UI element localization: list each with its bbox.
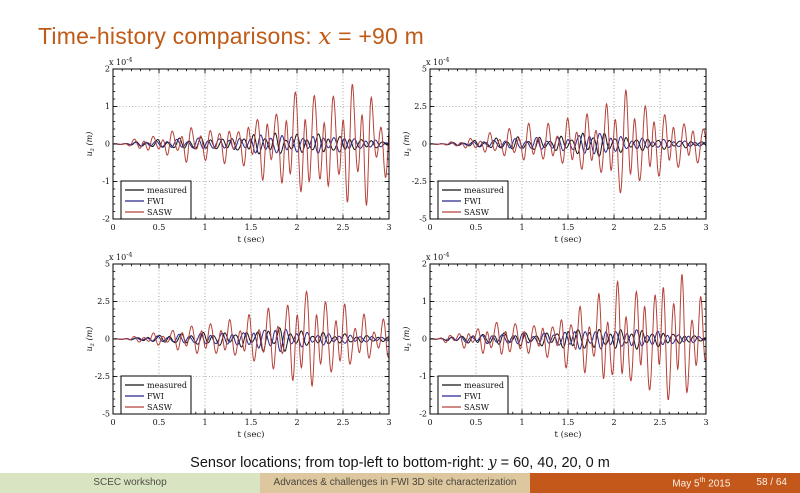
svg-text:3: 3: [386, 418, 391, 427]
plots-grid: 0 0.5 1 1.5 2 2.5 3 2 1 0 -1 -2 t (sec) uz (m) x 10-4 m…: [83, 57, 712, 443]
footer-page-number: 58 / 64: [756, 477, 787, 488]
footer-bar: SCEC workshop Advances & challenges in F…: [0, 473, 800, 493]
svg-text:1: 1: [202, 418, 207, 427]
sensor-locations-caption: Sensor locations; from top-left to botto…: [0, 455, 800, 471]
svg-text:FWI: FWI: [147, 392, 164, 401]
svg-text:0.5: 0.5: [470, 223, 483, 232]
svg-text:2.5: 2.5: [654, 418, 667, 427]
caption-text: Sensor locations; from top-left to botto…: [190, 454, 489, 471]
svg-text:2.5: 2.5: [337, 418, 350, 427]
svg-text:SASW: SASW: [464, 403, 490, 412]
plot-canvas-bottom-right: 0 0.5 1 1.5 2 2.5 3 2 1 0 -1 -2 t (sec) uz (m) x 10-4 m…: [402, 252, 709, 440]
svg-text:measured: measured: [464, 381, 504, 390]
footer-workshop-label: SCEC workshop: [93, 477, 167, 488]
svg-text:3: 3: [703, 223, 708, 232]
svg-text:0: 0: [422, 335, 427, 344]
svg-text:FWI: FWI: [464, 197, 481, 206]
footer-date-ordinal: th: [699, 477, 706, 485]
svg-text:0: 0: [105, 335, 110, 344]
svg-text:uz (m): uz (m): [402, 132, 413, 157]
svg-text:2: 2: [294, 223, 299, 232]
svg-text:x 10-4: x 10-4: [426, 252, 450, 262]
svg-text:2: 2: [611, 223, 616, 232]
slide-title-math-rest: = +90 m: [331, 23, 424, 50]
svg-text:5: 5: [422, 65, 427, 74]
svg-text:t (sec): t (sec): [238, 429, 265, 440]
svg-text:2.5: 2.5: [97, 297, 110, 306]
svg-text:1.5: 1.5: [562, 418, 575, 427]
svg-text:uz (m): uz (m): [402, 327, 413, 352]
svg-text:measured: measured: [147, 186, 187, 195]
svg-text:uz (m): uz (m): [85, 132, 96, 157]
svg-text:uz (m): uz (m): [85, 327, 96, 352]
footer-title-segment: Advances & challenges in FWI 3D site cha…: [260, 473, 530, 493]
plot-canvas-bottom-left: 0 0.5 1 1.5 2 2.5 3 5 2.5 0 -2.5 -5 t (sec) uz (m) x 1…: [85, 252, 392, 440]
waveform-plot-top-left: 0 0.5 1 1.5 2 2.5 3 2 1 0 -1 -2 t (sec) uz (m) x 10-4 m…: [83, 57, 395, 248]
svg-text:0: 0: [110, 223, 115, 232]
waveform-plot-bottom-left: 0 0.5 1 1.5 2 2.5 3 5 2.5 0 -2.5 -5 t (sec) uz (m) x 1…: [83, 252, 395, 443]
svg-text:-2.5: -2.5: [95, 372, 110, 381]
svg-text:2: 2: [611, 418, 616, 427]
plot-canvas-top-left: 0 0.5 1 1.5 2 2.5 3 2 1 0 -1 -2 t (sec) uz (m) x 10-4 m…: [85, 57, 392, 245]
svg-text:FWI: FWI: [147, 197, 164, 206]
svg-text:2.5: 2.5: [337, 223, 350, 232]
svg-text:0.5: 0.5: [470, 418, 483, 427]
svg-text:1.5: 1.5: [245, 418, 258, 427]
svg-text:t (sec): t (sec): [555, 234, 582, 245]
svg-text:-1: -1: [419, 372, 427, 381]
svg-text:0: 0: [427, 223, 432, 232]
svg-text:t (sec): t (sec): [238, 234, 265, 245]
svg-text:SASW: SASW: [147, 403, 173, 412]
svg-text:2: 2: [294, 418, 299, 427]
footer-date-segment: May 5th 2015 58 / 64: [530, 473, 800, 493]
svg-text:5: 5: [105, 260, 110, 269]
footer-author-segment: SCEC workshop: [0, 473, 260, 493]
slide-title-math-var: x: [318, 24, 332, 51]
svg-text:-1: -1: [102, 177, 110, 186]
svg-text:-2.5: -2.5: [412, 177, 427, 186]
svg-text:1: 1: [519, 223, 524, 232]
svg-text:x 10-4: x 10-4: [109, 252, 133, 262]
svg-text:0.5: 0.5: [153, 223, 166, 232]
svg-text:FWI: FWI: [464, 392, 481, 401]
svg-text:1: 1: [519, 418, 524, 427]
waveform-plot-bottom-right: 0 0.5 1 1.5 2 2.5 3 2 1 0 -1 -2 t (sec) uz (m) x 10-4 m…: [400, 252, 712, 443]
caption-math-var: y: [488, 454, 497, 471]
svg-text:0: 0: [110, 418, 115, 427]
svg-text:SASW: SASW: [464, 208, 490, 217]
plot-canvas-top-right: 0 0.5 1 1.5 2 2.5 3 5 2.5 0 -2.5 -5 t (sec) uz (m) x 1…: [402, 57, 709, 245]
svg-text:-2: -2: [102, 215, 110, 224]
svg-text:-5: -5: [102, 410, 110, 419]
svg-text:-2: -2: [419, 410, 427, 419]
svg-text:1: 1: [202, 223, 207, 232]
svg-text:0: 0: [427, 418, 432, 427]
svg-text:2: 2: [105, 65, 110, 74]
svg-text:-5: -5: [419, 215, 427, 224]
svg-text:1: 1: [422, 297, 427, 306]
waveform-plot-top-right: 0 0.5 1 1.5 2 2.5 3 5 2.5 0 -2.5 -5 t (sec) uz (m) x 1…: [400, 57, 712, 248]
svg-text:1.5: 1.5: [562, 223, 575, 232]
svg-text:measured: measured: [147, 381, 187, 390]
svg-text:1: 1: [105, 102, 110, 111]
svg-text:x 10-4: x 10-4: [109, 57, 133, 67]
svg-text:0: 0: [105, 140, 110, 149]
svg-text:t (sec): t (sec): [555, 429, 582, 440]
svg-text:3: 3: [386, 223, 391, 232]
svg-text:0.5: 0.5: [153, 418, 166, 427]
footer-date: May 5th 2015: [672, 477, 731, 490]
slide-title: Time-history comparisons: x = +90 m: [38, 23, 424, 50]
svg-text:2.5: 2.5: [654, 223, 667, 232]
svg-text:2.5: 2.5: [414, 102, 427, 111]
svg-text:1.5: 1.5: [245, 223, 258, 232]
svg-text:0: 0: [422, 140, 427, 149]
svg-text:3: 3: [703, 418, 708, 427]
svg-text:2: 2: [422, 260, 427, 269]
footer-talk-title: Advances & challenges in FWI 3D site cha…: [273, 477, 517, 488]
caption-math-rest: = 60, 40, 20, 0 m: [496, 454, 610, 471]
svg-text:x 10-4: x 10-4: [426, 57, 450, 67]
svg-text:SASW: SASW: [147, 208, 173, 217]
slide-title-text: Time-history comparisons:: [38, 23, 319, 50]
svg-text:measured: measured: [464, 186, 504, 195]
